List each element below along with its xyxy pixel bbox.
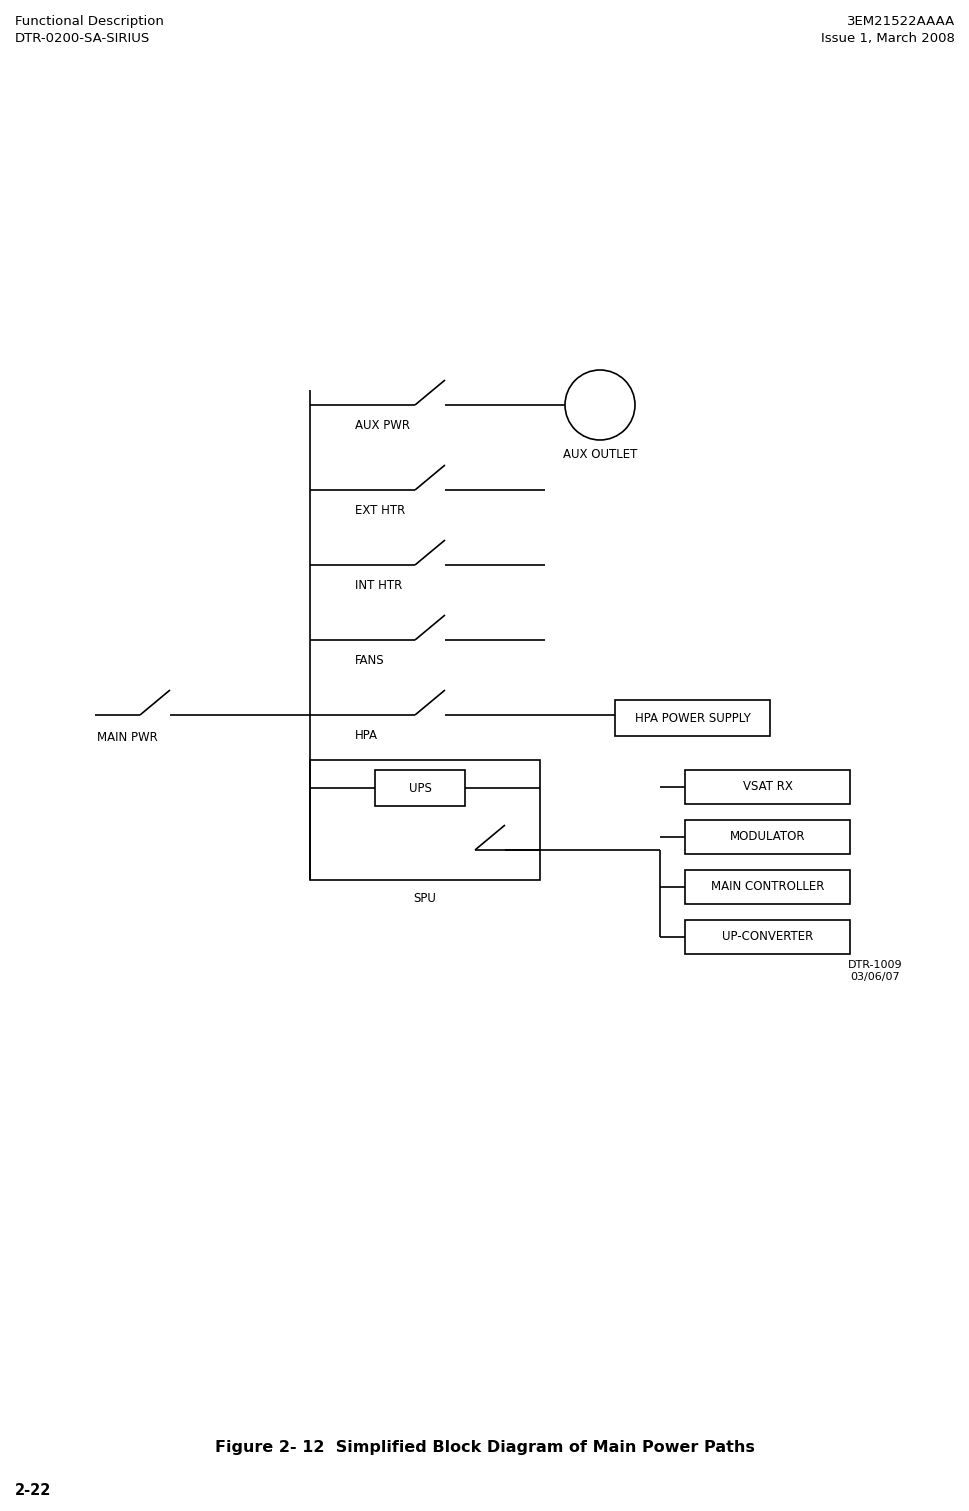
Text: 3EM21522AAAA: 3EM21522AAAA (846, 15, 954, 29)
Text: MODULATOR: MODULATOR (729, 831, 804, 843)
Text: INT HTR: INT HTR (355, 579, 402, 592)
Text: HPA: HPA (355, 728, 378, 742)
Text: AUX PWR: AUX PWR (355, 419, 410, 432)
Text: SPU: SPU (413, 891, 436, 905)
Text: FANS: FANS (355, 654, 385, 666)
Text: UPS: UPS (408, 781, 431, 795)
Text: HPA POWER SUPPLY: HPA POWER SUPPLY (634, 712, 750, 724)
Text: AUX OUTLET: AUX OUTLET (562, 447, 637, 461)
Bar (375, 771, 464, 805)
Text: Figure 2‑ 12  Simplified Block Diagram of Main Power Paths: Figure 2‑ 12 Simplified Block Diagram of… (215, 1440, 754, 1455)
Text: Issue 1, March 2008: Issue 1, March 2008 (821, 32, 954, 45)
Text: EXT HTR: EXT HTR (355, 505, 405, 517)
Bar (684, 920, 849, 953)
Text: 2-22: 2-22 (15, 1482, 51, 1497)
Text: UP-CONVERTER: UP-CONVERTER (721, 931, 812, 943)
Text: DTR-1009
03/06/07: DTR-1009 03/06/07 (847, 959, 901, 982)
Text: VSAT RX: VSAT RX (742, 781, 792, 793)
Bar (684, 820, 849, 854)
Bar (614, 700, 769, 736)
Text: Functional Description: Functional Description (15, 15, 164, 29)
Text: MAIN PWR: MAIN PWR (97, 731, 158, 743)
Text: MAIN CONTROLLER: MAIN CONTROLLER (710, 881, 824, 893)
Bar (684, 870, 849, 904)
Bar (684, 771, 849, 804)
Bar (310, 760, 540, 879)
Text: DTR-0200-SA-SIRIUS: DTR-0200-SA-SIRIUS (15, 32, 150, 45)
